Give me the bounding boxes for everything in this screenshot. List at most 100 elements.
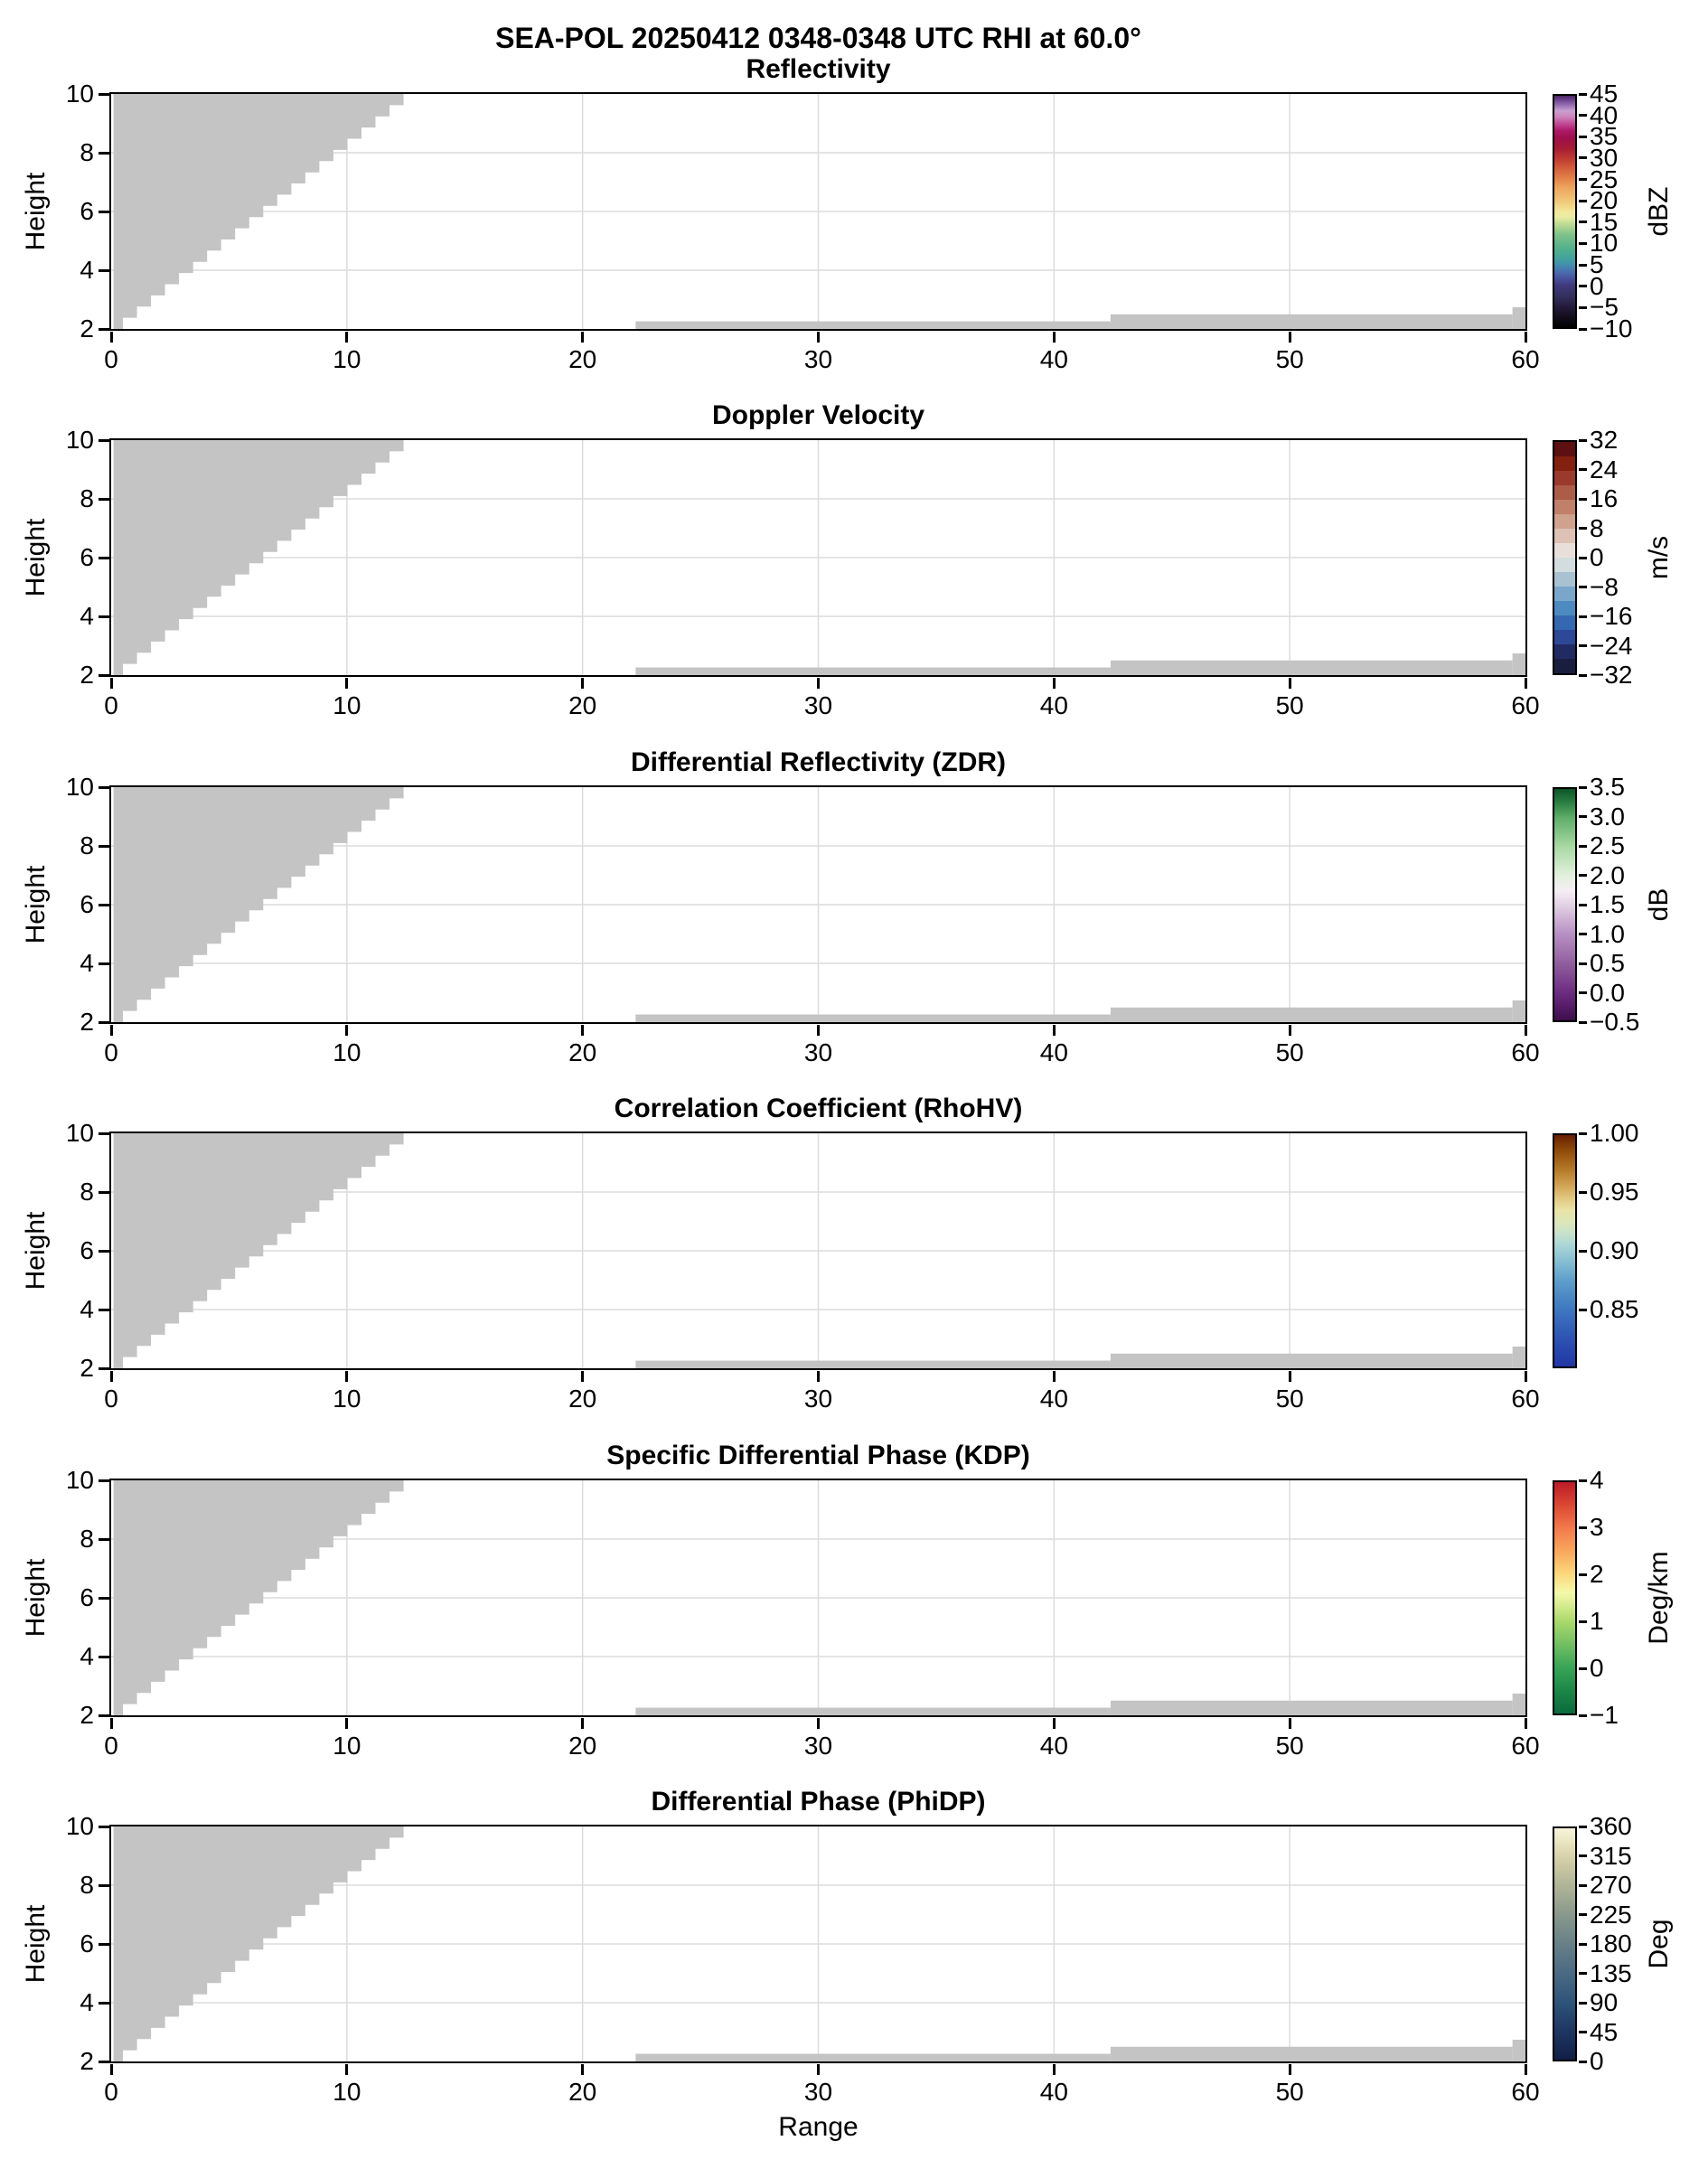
plot-canvas	[110, 1479, 1525, 1715]
x-tick-mark	[1524, 1370, 1527, 1382]
x-tick-mark	[1524, 2063, 1527, 2075]
x-tick-label: 40	[1039, 1385, 1068, 1413]
colorbar-tick-label: 24	[1590, 455, 1619, 484]
x-tick-mark	[1288, 677, 1291, 689]
plot-area	[108, 784, 1527, 1024]
y-tick-label: 8	[80, 1871, 94, 1899]
colorbar-tick-mark	[1579, 1020, 1587, 1024]
masked-region-strip	[634, 2053, 1111, 2061]
colorbar-tick-label: 2.0	[1590, 860, 1625, 889]
x-tick-mark	[1288, 1717, 1291, 1729]
y-tick-label: 2	[80, 1008, 94, 1036]
plot-canvas	[110, 439, 1525, 675]
x-tick-mark	[1052, 1024, 1056, 1036]
y-tick-mark	[98, 1479, 109, 1482]
colorbar-tick-mark	[1579, 1308, 1587, 1311]
y-tick-label: 6	[80, 1930, 94, 1958]
x-tick-label: 40	[1039, 1732, 1068, 1760]
colorbar-tick-label: 0	[1590, 271, 1604, 300]
y-tick-label: 6	[80, 1236, 94, 1264]
x-tick-label: 40	[1039, 1038, 1068, 1066]
x-tick-label: 20	[568, 1038, 597, 1066]
colorbar-tick-mark	[1579, 327, 1587, 331]
colorbar-tick-label: −0.5	[1590, 1008, 1640, 1036]
y-tick-mark	[98, 151, 109, 155]
x-tick-mark	[109, 331, 113, 343]
x-tick-label: 50	[1275, 1732, 1304, 1760]
x-tick-mark	[817, 331, 820, 343]
masked-region-strip	[634, 1360, 1111, 1368]
colorbar-tick-mark	[1579, 615, 1587, 618]
colorbar-tick-mark	[1579, 1479, 1587, 1482]
colorbar-tick-mark	[1579, 933, 1587, 935]
y-tick-mark	[98, 2060, 109, 2063]
y-tick-label: 2	[80, 1701, 94, 1729]
masked-region-strip	[634, 667, 1111, 675]
y-tick-label: 6	[80, 543, 94, 571]
x-tick-mark	[1052, 1370, 1056, 1382]
colorbar-tick-mark	[1579, 1131, 1587, 1135]
colorbar-tick-mark	[1579, 263, 1587, 267]
colorbar-tick-label: 2.5	[1590, 831, 1625, 859]
colorbar-tick-label: 15	[1590, 207, 1619, 236]
x-tick-mark	[109, 1370, 113, 1382]
colorbar-tick-mark	[1579, 2001, 1587, 2005]
masked-region-staircase	[113, 786, 418, 1022]
panel-title: Differential Reflectivity (ZDR)	[630, 747, 1007, 777]
x-tick-label: 40	[1039, 2078, 1068, 2106]
colorbar-tick-label: 20	[1590, 186, 1619, 215]
colorbar-tick-mark	[1579, 1714, 1587, 1717]
panel-title: Doppler Velocity	[711, 400, 925, 430]
colorbar-tick-mark	[1579, 673, 1587, 677]
x-tick-label: 60	[1511, 1385, 1540, 1413]
y-tick-mark	[98, 497, 109, 501]
y-tick-label: 8	[80, 484, 94, 512]
colorbar-tick-mark	[1579, 438, 1587, 442]
x-tick-mark	[1052, 2063, 1056, 2075]
colorbar-tick-mark	[1579, 1883, 1587, 1887]
colorbar	[1553, 94, 1577, 329]
x-tick-label: 60	[1511, 1038, 1540, 1066]
colorbar-tick-label: 315	[1590, 1841, 1632, 1870]
x-tick-mark	[345, 677, 349, 689]
colorbar-tick-label: 16	[1590, 484, 1619, 512]
colorbar-tick-mark	[1579, 1620, 1587, 1623]
y-tick-label: 4	[80, 602, 94, 630]
colorbar-tick-mark	[1579, 1825, 1587, 1828]
masked-region-strip	[1110, 314, 1513, 329]
panel-title: Correlation Coefficient (RhoHV)	[614, 1094, 1023, 1123]
masked-region-staircase	[113, 439, 418, 675]
panel-kdp: Specific Differential Phase (KDP) Height…	[0, 1441, 1708, 1760]
x-tick-mark	[817, 1024, 820, 1036]
masked-region-strip	[1110, 2046, 1513, 2061]
masked-region-strip	[1110, 1353, 1513, 1368]
colorbar-tick-mark	[1579, 1854, 1587, 1857]
x-tick-label: 60	[1511, 691, 1540, 719]
x-tick-label: 10	[333, 1038, 361, 1066]
x-tick-mark	[109, 677, 113, 689]
colorbar-unit-label: Deg/km	[1644, 1551, 1674, 1645]
y-tick-mark	[98, 92, 109, 96]
colorbar-tick-label: −5	[1590, 293, 1619, 322]
x-tick-label: 30	[803, 1385, 833, 1413]
colorbar-tick-mark	[1579, 644, 1587, 647]
colorbar-tick-label: 25	[1590, 164, 1619, 193]
colorbar-tick-mark	[1579, 2060, 1587, 2063]
colorbar-tick-mark	[1579, 1573, 1587, 1576]
x-tick-label: 50	[1275, 2078, 1304, 2106]
x-tick-mark	[109, 2063, 113, 2075]
x-tick-mark	[1288, 2063, 1291, 2075]
x-tick-label: 40	[1039, 345, 1068, 373]
colorbar-tick-label: −1	[1590, 1701, 1619, 1729]
x-tick-mark	[1288, 331, 1291, 343]
colorbar-tick-mark	[1579, 991, 1587, 994]
y-tick-mark	[98, 785, 109, 789]
x-tick-label: 0	[104, 1732, 118, 1760]
y-tick-label: 10	[65, 426, 94, 454]
colorbar-tick-mark	[1579, 527, 1587, 530]
colorbar-tick-label: 0	[1590, 2047, 1604, 2075]
y-tick-mark	[98, 438, 109, 442]
y-tick-label: 4	[80, 1642, 94, 1670]
y-tick-label: 2	[80, 1354, 94, 1382]
y-tick-mark	[98, 1131, 109, 1135]
